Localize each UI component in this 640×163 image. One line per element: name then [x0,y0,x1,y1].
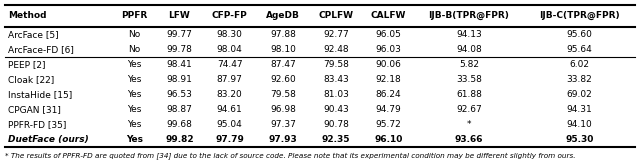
Text: DuetFace (ours): DuetFace (ours) [8,135,88,144]
Text: 99.78: 99.78 [166,45,192,54]
Text: 96.10: 96.10 [374,135,403,144]
Text: 95.60: 95.60 [566,30,593,39]
Text: 86.24: 86.24 [376,90,401,99]
Text: 94.61: 94.61 [217,105,243,114]
Text: 96.98: 96.98 [270,105,296,114]
Text: 93.66: 93.66 [455,135,483,144]
Text: Method: Method [8,11,46,20]
Text: * The results of PPFR-FD are quoted from [34] due to the lack of source code. Pl: * The results of PPFR-FD are quoted from… [5,152,575,159]
Text: CPLFW: CPLFW [319,11,353,20]
Text: 81.03: 81.03 [323,90,349,99]
Text: AgeDB: AgeDB [266,11,300,20]
Text: 99.77: 99.77 [166,30,192,39]
Text: 94.79: 94.79 [375,105,401,114]
Text: 96.03: 96.03 [375,45,401,54]
Text: 83.20: 83.20 [217,90,243,99]
Text: 96.05: 96.05 [375,30,401,39]
Text: 87.47: 87.47 [270,60,296,69]
Text: 74.47: 74.47 [217,60,243,69]
Text: 96.53: 96.53 [166,90,192,99]
Text: *: * [467,120,471,129]
Text: 33.82: 33.82 [567,75,593,84]
Text: No: No [129,30,141,39]
Text: 97.79: 97.79 [215,135,244,144]
Text: 94.08: 94.08 [456,45,482,54]
Text: CALFW: CALFW [371,11,406,20]
Text: 99.68: 99.68 [166,120,192,129]
Text: 95.64: 95.64 [567,45,593,54]
Text: Yes: Yes [127,120,141,129]
Text: 92.60: 92.60 [270,75,296,84]
Text: 90.78: 90.78 [323,120,349,129]
Text: Yes: Yes [127,75,141,84]
Text: Cloak [22]: Cloak [22] [8,75,54,84]
Text: Yes: Yes [126,135,143,144]
Text: 95.30: 95.30 [565,135,594,144]
Text: 90.43: 90.43 [323,105,349,114]
Text: 87.97: 87.97 [217,75,243,84]
Text: 90.06: 90.06 [375,60,401,69]
Text: ArcFace-FD [6]: ArcFace-FD [6] [8,45,74,54]
Text: 98.91: 98.91 [166,75,192,84]
Text: 98.87: 98.87 [166,105,192,114]
Text: 92.18: 92.18 [375,75,401,84]
Text: ArcFace [5]: ArcFace [5] [8,30,58,39]
Text: 98.41: 98.41 [166,60,192,69]
Text: 94.10: 94.10 [567,120,593,129]
Text: 94.31: 94.31 [567,105,593,114]
Text: PPFR: PPFR [122,11,148,20]
Text: 98.30: 98.30 [217,30,243,39]
Text: 83.43: 83.43 [323,75,349,84]
Text: 69.02: 69.02 [567,90,593,99]
Text: Yes: Yes [127,105,141,114]
Text: InstaHide [15]: InstaHide [15] [8,90,72,99]
Text: IJB-C(TPR@FPR): IJB-C(TPR@FPR) [540,11,620,21]
Text: 94.13: 94.13 [456,30,482,39]
Text: PPFR-FD [35]: PPFR-FD [35] [8,120,66,129]
Text: 33.58: 33.58 [456,75,482,84]
Text: 6.02: 6.02 [570,60,589,69]
Text: CPGAN [31]: CPGAN [31] [8,105,61,114]
Text: 95.72: 95.72 [375,120,401,129]
Text: 5.82: 5.82 [459,60,479,69]
Text: 98.04: 98.04 [217,45,243,54]
Text: 92.48: 92.48 [323,45,349,54]
Text: 92.77: 92.77 [323,30,349,39]
Text: 97.37: 97.37 [270,120,296,129]
Text: IJB-B(TPR@FPR): IJB-B(TPR@FPR) [429,11,509,21]
Text: 79.58: 79.58 [323,60,349,69]
Text: PEEP [2]: PEEP [2] [8,60,45,69]
Text: 97.88: 97.88 [270,30,296,39]
Text: 61.88: 61.88 [456,90,482,99]
Text: 98.10: 98.10 [270,45,296,54]
Text: Yes: Yes [127,60,141,69]
Text: 99.82: 99.82 [165,135,194,144]
Text: CFP-FP: CFP-FP [212,11,248,20]
Text: No: No [129,45,141,54]
Text: 97.93: 97.93 [269,135,298,144]
Text: 92.67: 92.67 [456,105,482,114]
Text: LFW: LFW [168,11,190,20]
Text: 92.35: 92.35 [322,135,350,144]
Text: 79.58: 79.58 [270,90,296,99]
Text: 95.04: 95.04 [217,120,243,129]
Text: Yes: Yes [127,90,141,99]
